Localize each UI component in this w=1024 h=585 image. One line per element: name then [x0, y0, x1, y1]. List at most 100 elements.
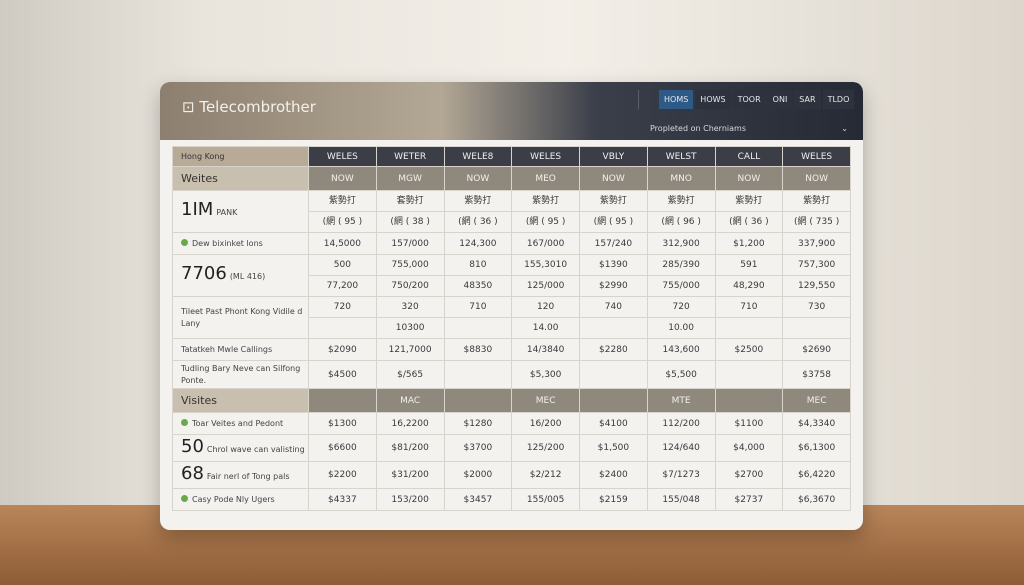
section-cell: MEO	[511, 166, 580, 191]
row-number: 1IM	[181, 199, 214, 220]
cell: 124,300	[443, 232, 513, 255]
row-text: Tudling Bary Neve can Silfong Ponte.	[181, 363, 301, 385]
cell	[782, 317, 851, 339]
cell: 14,5000	[308, 232, 377, 255]
cell	[714, 317, 784, 339]
section-cell: MEC	[782, 388, 851, 413]
row-label: Tileet Past Phont Kong Vidile d Lany	[172, 296, 309, 339]
section-label: Weites	[172, 166, 309, 191]
row-text: Tatatkeh Mwle Callings	[181, 344, 273, 354]
cell: $4,000	[714, 434, 784, 462]
cell: $5,300	[511, 360, 580, 389]
cell: 755/000	[646, 275, 716, 297]
header-row: Hong Kong WELES WETER WELE8 WELES VBLY WELST CA…	[172, 146, 851, 167]
cell	[443, 317, 513, 339]
row-label: Toar Veites and Pedont	[172, 412, 309, 435]
row-text: Tileet Past Phont Kong Vidile d Lany	[181, 306, 303, 328]
cell: $3758	[782, 360, 851, 389]
dropdown[interactable]: Propleted on Cherniams ⌄	[650, 124, 848, 133]
cell: 730	[782, 296, 851, 318]
cell: 121,7000	[375, 338, 445, 361]
section-cell: MAC	[375, 388, 445, 413]
cell: 14.00	[511, 317, 580, 339]
cell: 755,000	[375, 254, 445, 276]
section-cell: MTE	[646, 388, 716, 413]
nav-button[interactable]: TOOR	[732, 90, 766, 109]
row-label: 7706 (ML 416)	[172, 254, 309, 297]
cell: $5,500	[646, 360, 716, 389]
nav-button[interactable]: HOMS	[659, 90, 694, 109]
cell: $2000	[443, 461, 513, 489]
cell: 143,600	[646, 338, 716, 361]
row-text: Toar Veites and Pedont	[192, 418, 284, 428]
column-header: Hong Kong	[172, 146, 309, 167]
row-icon	[181, 494, 188, 502]
row-text: Chrol wave can valisting	[206, 444, 305, 454]
column-header: CALL	[714, 146, 784, 167]
section-row: Weites NOW MGW NOW MEO NOW MNO NOW NOW	[172, 166, 851, 191]
cell: $1,200	[714, 232, 784, 255]
cell	[308, 317, 377, 339]
section-cell: MEC	[511, 388, 580, 413]
cell: $3457	[443, 488, 513, 511]
data-row: 68 Fair nerl of Tong pals $2200 $31/200 $200…	[172, 461, 851, 489]
cell	[579, 360, 648, 389]
nav-button[interactable]: ONI	[767, 90, 793, 109]
cell: 720	[308, 296, 377, 318]
cell: 129,550	[782, 275, 851, 297]
column-header: WELES	[782, 146, 851, 167]
cell: $6600	[308, 434, 377, 462]
cell: 285/390	[646, 254, 716, 276]
cell: $4,3340	[782, 412, 851, 435]
cell: $1390	[579, 254, 648, 276]
data-row: 7706 (ML 416) 500 755,000 810 155,3010 $1390 28…	[172, 254, 851, 297]
cell: $2/212	[511, 461, 580, 489]
section-row: Visites MAC MEC MTE MEC	[172, 388, 851, 413]
row-icon	[181, 238, 188, 246]
column-header: WELST	[646, 146, 716, 167]
cell: $2200	[308, 461, 377, 489]
row-label: 50 Chrol wave can valisting	[172, 434, 309, 462]
cell: 紫勢打	[308, 190, 377, 212]
row-text: Casy Pode Nly Ugers	[192, 494, 275, 504]
cell: $81/200	[375, 434, 445, 462]
nav-button[interactable]: SAR	[794, 90, 821, 109]
cell: 125/000	[511, 275, 580, 297]
nav-button[interactable]: HOWS	[695, 90, 731, 109]
cell: 紫勢打	[782, 190, 851, 212]
cell: $4337	[308, 488, 377, 511]
cell: $7/1273	[646, 461, 716, 489]
column-header: WELE8	[443, 146, 513, 167]
cell: (網 ( 38 )	[375, 211, 445, 233]
cell	[579, 317, 648, 339]
cell: 157/000	[375, 232, 445, 255]
cell: $/565	[375, 360, 445, 389]
cell: $2700	[714, 461, 784, 489]
section-cell: MNO	[646, 166, 716, 191]
cell: $31/200	[375, 461, 445, 489]
cell: $4500	[308, 360, 377, 389]
cell: 320	[375, 296, 445, 318]
row-text: Dew bixinket lons	[192, 238, 263, 248]
row-icon	[181, 418, 188, 426]
cell: 紫勢打	[646, 190, 716, 212]
cell: $6,3670	[782, 488, 851, 511]
cell: 710	[714, 296, 784, 318]
logo[interactable]: ⊡ Telecombrother	[182, 98, 316, 116]
cell: 157/240	[579, 232, 648, 255]
cell: 312,900	[646, 232, 716, 255]
section-cell: MGW	[375, 166, 445, 191]
dropdown-text: Propleted on Cherniams	[650, 124, 746, 133]
nav-button[interactable]: TLDO	[822, 90, 855, 109]
cell: (網 ( 735 )	[782, 211, 851, 233]
cell: 10.00	[646, 317, 716, 339]
cell: $1300	[308, 412, 377, 435]
cell: $2159	[579, 488, 648, 511]
section-cell	[714, 388, 784, 413]
cell: $2090	[308, 338, 377, 361]
data-row: Tudling Bary Neve can Silfong Ponte. $450…	[172, 360, 851, 389]
column-header: WELES	[308, 146, 377, 167]
cell: 14/3840	[511, 338, 580, 361]
cell: 紫勢打	[511, 190, 580, 212]
data-row: Tatatkeh Mwle Callings $2090 121,7000 $8830…	[172, 338, 851, 361]
